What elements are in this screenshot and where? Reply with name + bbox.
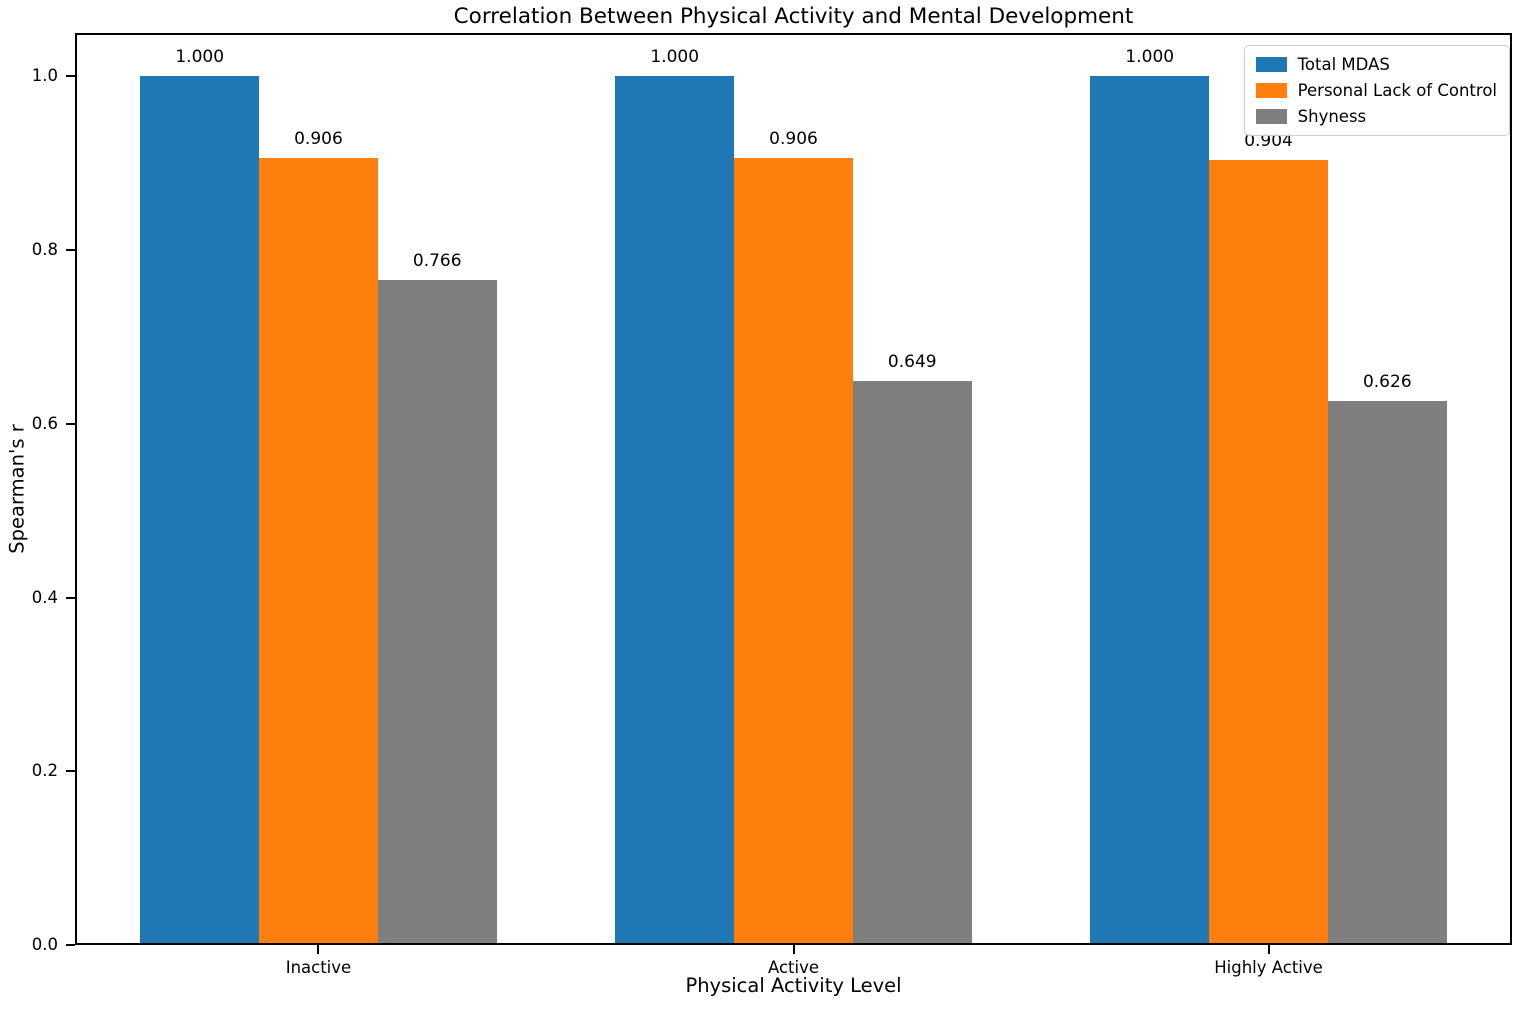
x-tick-label: Inactive (285, 958, 352, 977)
bar-shyness-inactive (377, 279, 497, 945)
y-tick (66, 75, 75, 78)
x-axis-label: Physical Activity Level (685, 974, 902, 997)
bar-value-label: 0.906 (294, 129, 343, 150)
legend-item-label: Total MDAS (1297, 55, 1390, 74)
total-mdas-swatch (1255, 57, 1287, 72)
bar-value-label: 1.000 (175, 47, 225, 68)
x-tick-label: Highly Active (1214, 958, 1323, 977)
y-tick-label: 0.2 (31, 761, 58, 781)
y-tick (66, 422, 75, 425)
y-tick (66, 249, 75, 252)
y-tick-label: 0.6 (31, 413, 58, 433)
y-tick (66, 770, 75, 773)
y-tick (66, 596, 75, 599)
bar-value-label: 0.626 (1362, 372, 1412, 393)
y-tick-label: 1.0 (31, 66, 58, 86)
x-tick (1267, 945, 1270, 954)
bar-value-label: 0.906 (769, 129, 818, 150)
x-tick (792, 945, 795, 954)
legend-item-label: Personal Lack of Control (1297, 81, 1497, 100)
legend-item: Shyness (1255, 107, 1497, 126)
bar-personal-lack-of-control-inactive (259, 158, 378, 945)
plot-area: 0.0 0.2 0.4 0.6 0.8 1.0 Inactive Active Highly A… (32, 33, 1512, 977)
legend-item-label: Shyness (1297, 107, 1367, 126)
personal-lack-of-control-swatch (1255, 83, 1287, 98)
bar-total-mdas-active (615, 76, 735, 945)
bar-value-label: 0.649 (887, 352, 937, 373)
y-tick-label: 0.8 (31, 240, 58, 260)
x-tick (317, 945, 320, 954)
bar-value-label: 1.000 (1125, 47, 1175, 68)
bar-value-label: 1.000 (650, 47, 700, 68)
legend-item: Total MDAS (1255, 55, 1497, 74)
y-tick (66, 944, 75, 946)
bar-personal-lack-of-control-highly-active (1209, 159, 1328, 945)
bar-shyness-highly-active (1327, 401, 1447, 945)
bar-total-mdas-inactive (140, 76, 260, 945)
bar-total-mdas-highly-active (1090, 76, 1210, 945)
bar-personal-lack-of-control-active (734, 158, 853, 945)
bar-value-label: 0.766 (412, 250, 462, 271)
y-tick-label: 0.0 (31, 935, 58, 954)
legend: Total MDAS Personal Lack of Control Shynes… (1243, 45, 1510, 136)
y-tick-label: 0.4 (31, 587, 58, 607)
bar-shyness-active (852, 381, 972, 945)
x-tick-label: Active (767, 958, 820, 977)
legend-item: Personal Lack of Control (1255, 81, 1497, 100)
chart-title: Correlation Between Physical Activity an… (453, 4, 1134, 29)
y-axis-label: Spearman's r (5, 424, 29, 554)
shyness-swatch (1255, 109, 1287, 124)
